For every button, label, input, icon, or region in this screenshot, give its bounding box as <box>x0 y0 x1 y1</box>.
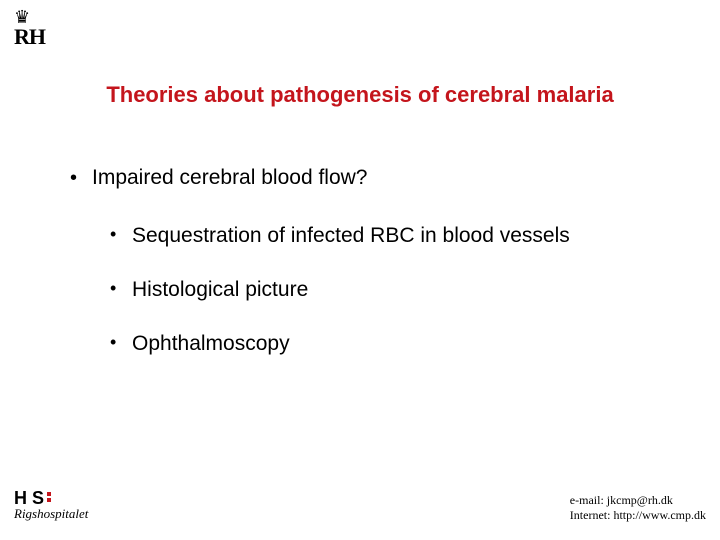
footer-logo-mark: H S Rigshospitalet <box>14 490 88 522</box>
bullet-dot-icon: • <box>110 278 132 300</box>
bullet-l2-group: • Sequestration of infected RBC in blood… <box>110 224 680 356</box>
bullet-l2: • Ophthalmoscopy <box>110 332 680 356</box>
footer-logo-dots-icon <box>47 492 51 502</box>
logo-rh: ♛ RH <box>14 8 45 48</box>
bullet-l1-text: Impaired cerebral blood flow? <box>92 166 367 190</box>
logo-letters: RH <box>14 26 45 48</box>
contact-internet: Internet: http://www.cmp.dk <box>570 508 706 524</box>
footer-logo: H S Rigshospitalet <box>14 490 88 522</box>
bullet-dot-icon: • <box>110 332 132 354</box>
bullet-l2-text: Sequestration of infected RBC in blood v… <box>132 224 570 248</box>
bullet-dot-icon: • <box>110 224 132 246</box>
bullet-l2-text: Ophthalmoscopy <box>132 332 290 356</box>
bullet-list: • Impaired cerebral blood flow? • Seques… <box>70 166 680 386</box>
slide-title: Theories about pathogenesis of cerebral … <box>0 82 720 108</box>
bullet-l2: • Histological picture <box>110 278 680 302</box>
footer-logo-hs: H S <box>14 490 44 506</box>
bullet-l2: • Sequestration of infected RBC in blood… <box>110 224 680 248</box>
slide: ♛ RH Theories about pathogenesis of cere… <box>0 0 720 540</box>
bullet-l1: • Impaired cerebral blood flow? <box>70 166 680 190</box>
contact-block: e-mail: jkcmp@rh.dk Internet: http://www… <box>570 493 706 524</box>
footer-logo-name: Rigshospitalet <box>14 506 88 522</box>
contact-email: e-mail: jkcmp@rh.dk <box>570 493 706 509</box>
bullet-dot-icon: • <box>70 166 92 190</box>
bullet-l2-text: Histological picture <box>132 278 308 302</box>
